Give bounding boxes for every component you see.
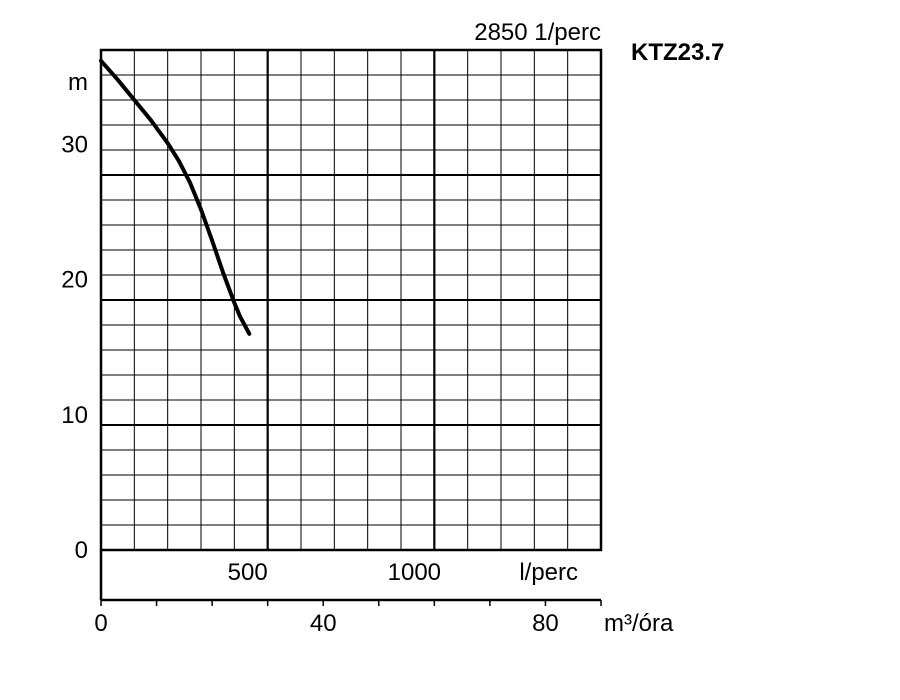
y-tick-label: 20 [61,267,88,294]
grid [101,50,601,550]
y-tick-label: 0 [75,537,88,564]
y-tick-label: 30 [61,132,88,159]
pump-curve-line [99,58,252,336]
speed-label: 2850 1/perc [474,19,601,46]
y-axis-label: m [68,69,88,96]
x-tick-label: 0 [94,610,107,637]
tick-labels: 0 10 20 30 0 40 80 500 1000 [61,132,558,637]
plot-border [99,48,603,552]
chart-frame [99,48,603,606]
secondary-x-tick-label: 500 [228,559,268,586]
y-tick-label: 10 [61,402,88,429]
x-tick-label: 40 [310,610,337,637]
secondary-x-tick-label: 1000 [388,559,441,586]
series-layer [99,58,252,336]
chart-title: KTZ23.7 [631,39,724,66]
x-tick-label: 80 [532,610,559,637]
secondary-x-axis-label: l/perc [519,559,578,586]
x-axis-label: m³/óra [604,610,674,637]
